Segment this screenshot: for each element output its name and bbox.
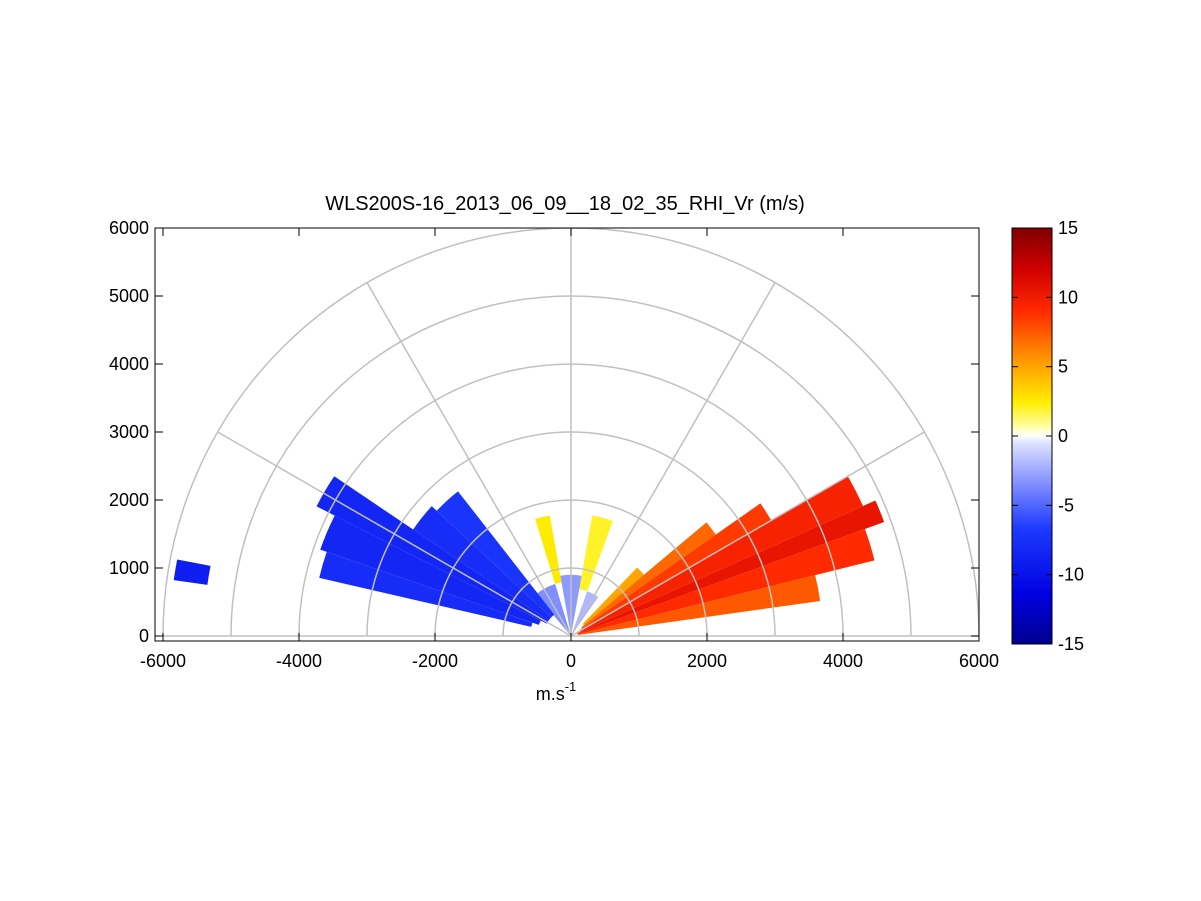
chart-title: WLS200S-16_2013_06_09__18_02_35_RHI_Vr (…	[325, 193, 805, 215]
plot-frame	[154, 227, 980, 642]
y-axis: 0 1000 2000 3000 4000 5000 6000	[109, 218, 979, 646]
x-tick-label: 2000	[687, 651, 727, 671]
x-tick-label: 0	[566, 651, 576, 671]
elevation-spoke	[570, 431, 925, 637]
y-tick-label: 2000	[109, 490, 149, 510]
velocity-sector	[319, 551, 533, 627]
velocity-sector	[535, 515, 562, 584]
y-tick-label: 1000	[109, 558, 149, 578]
colorbar-tick-label: -5	[1058, 495, 1074, 515]
colorbar	[1011, 227, 1053, 645]
y-tick-label: 6000	[109, 218, 149, 238]
elevation-spoke	[366, 282, 572, 637]
elevation-spoke	[570, 282, 776, 637]
velocity-sectors	[173, 476, 885, 636]
x-axis-label: m.s-1	[536, 679, 577, 704]
x-tick-label: -6000	[140, 651, 186, 671]
velocity-sector	[577, 575, 821, 636]
y-tick-label: 5000	[109, 286, 149, 306]
x-axis-label-text: m.s	[536, 684, 565, 704]
x-tick-label: 6000	[959, 651, 999, 671]
colorbar-tick-label: 15	[1058, 218, 1078, 238]
velocity-sector	[582, 567, 644, 626]
velocity-sector	[536, 583, 571, 636]
x-tick-label: 4000	[823, 651, 863, 671]
colorbar-tick-label: 0	[1058, 426, 1068, 446]
y-tick-label: 3000	[109, 422, 149, 442]
velocity-sector	[577, 500, 885, 634]
velocity-sector	[173, 559, 211, 585]
velocity-sector	[316, 476, 549, 624]
y-tick-label: 0	[139, 626, 149, 646]
y-tick-label: 4000	[109, 354, 149, 374]
velocity-sector	[577, 529, 875, 635]
velocity-sector	[320, 515, 541, 625]
x-tick-label: -4000	[276, 651, 322, 671]
colorbar-tick-label: 5	[1058, 357, 1068, 377]
x-axis: -6000 -4000 -2000 0 2000 4000 6000	[140, 228, 999, 671]
colorbar-tick-label: 10	[1058, 287, 1078, 307]
colorbar-ticks: 15 10 5 0 -5 -10 -15	[1012, 218, 1084, 654]
velocity-sector	[413, 506, 552, 621]
x-axis-label-superscript: -1	[565, 679, 577, 694]
colorbar-tick-label: -15	[1058, 634, 1084, 654]
velocity-sector	[579, 476, 863, 632]
polar-grid	[162, 228, 979, 637]
x-tick-label: -2000	[412, 651, 458, 671]
velocity-sector	[579, 515, 613, 592]
plot-area	[155, 228, 979, 641]
elevation-spoke	[217, 431, 572, 637]
colorbar-tick-label: -10	[1058, 565, 1084, 585]
velocity-sector	[581, 522, 716, 629]
